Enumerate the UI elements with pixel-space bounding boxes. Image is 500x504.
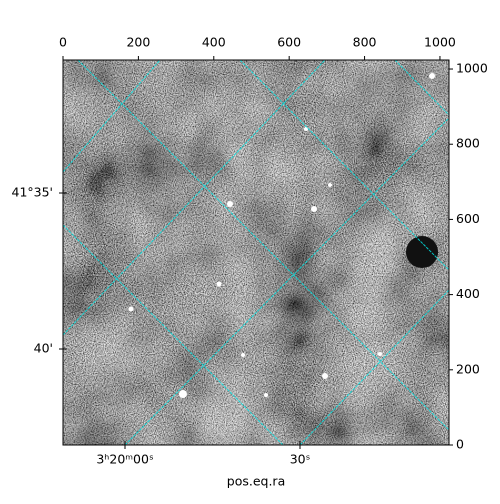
- x-tick-label: 1000: [424, 35, 456, 50]
- world-x-label: 30ˢ: [290, 452, 311, 467]
- x-tick-label: 600: [277, 35, 301, 50]
- x-tick-label: 200: [126, 35, 150, 50]
- y-tick-label: 200: [456, 361, 480, 376]
- x-tick-label: 400: [202, 35, 226, 50]
- frame: [62, 59, 450, 446]
- y-tick-label: 600: [456, 211, 480, 226]
- y-tick-label: 800: [456, 136, 480, 151]
- y-tick-label: 1000: [456, 61, 488, 76]
- world-ticks: [59, 192, 301, 449]
- world-y-label: 41°35': [12, 185, 54, 200]
- x-tick-label: 800: [353, 35, 377, 50]
- x-axis-label: pos.eq.ra: [227, 474, 285, 489]
- y-tick-label: 0: [456, 437, 464, 452]
- world-y-label: 40': [34, 341, 53, 356]
- sky-image: [63, 60, 449, 445]
- x-tick-label: 0: [59, 35, 67, 50]
- y-tick-label: 400: [456, 286, 480, 301]
- world-x-label: 3ʰ20ᵐ00ˢ: [96, 452, 153, 467]
